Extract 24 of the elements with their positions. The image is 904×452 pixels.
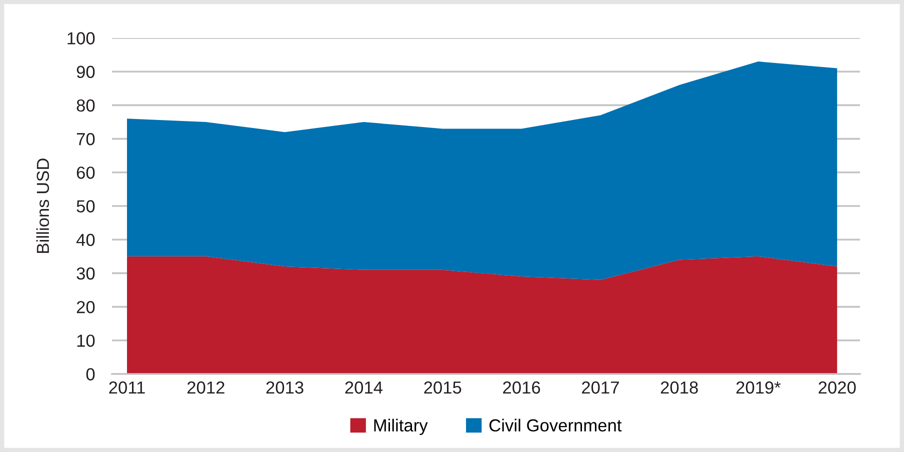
y-tick-label: 10 <box>77 334 95 347</box>
y-tick-label: 40 <box>76 234 95 246</box>
y-axis-title: Billions USD <box>36 158 50 253</box>
legend-label: Military <box>374 418 428 435</box>
legend-label: Civil Government <box>489 418 622 432</box>
x-tick-label: 2016 <box>503 381 540 394</box>
x-tick-label: 2012 <box>187 381 224 394</box>
x-tick-label: 2014 <box>345 381 383 394</box>
y-tick-label: 90 <box>76 66 95 78</box>
y-tick-label: 50 <box>76 200 95 212</box>
x-tick-label: 2011 <box>109 381 145 394</box>
x-tick-label: 2013 <box>266 381 304 394</box>
y-tick-label: 30 <box>76 267 95 280</box>
y-tick-label: 0 <box>86 368 95 380</box>
x-tick-label: 2017 <box>582 381 619 394</box>
y-tick-label: 80 <box>76 99 95 112</box>
x-tick-label: 2019* <box>736 381 781 394</box>
x-tick-label: 2015 <box>424 381 462 394</box>
y-tick-label: 20 <box>76 300 95 314</box>
x-tick-label: 2018 <box>660 381 698 394</box>
y-tick-label: 70 <box>76 132 95 146</box>
y-tick-label: 60 <box>76 166 95 179</box>
x-tick-label: 2020 <box>818 381 856 394</box>
y-tick-label: 100 <box>68 32 95 44</box>
